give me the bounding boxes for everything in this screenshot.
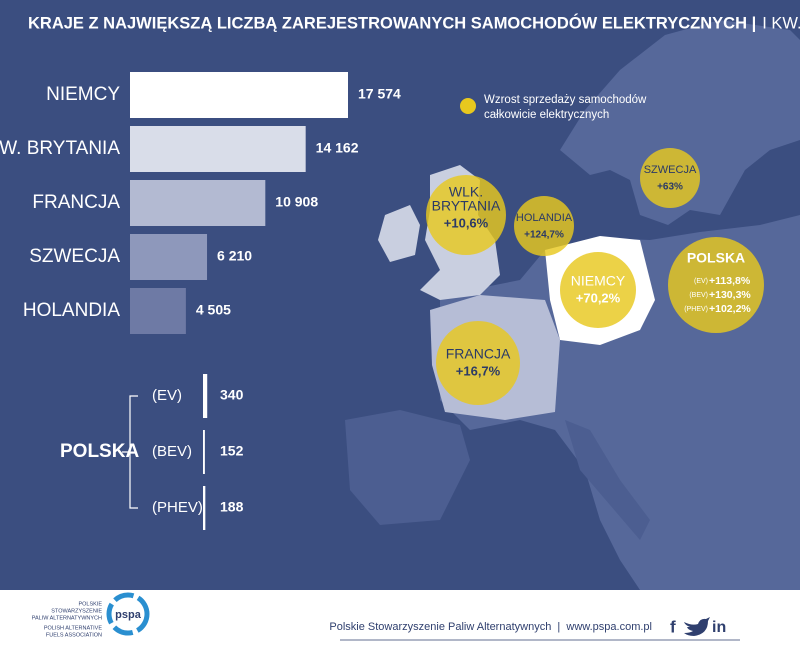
bubble-circle bbox=[426, 175, 506, 255]
value-label: 10 908 bbox=[275, 194, 318, 210]
bubble-name: HOLANDIA bbox=[516, 212, 573, 224]
logo-line: PALIW ALTERNATYWNYCH bbox=[32, 615, 102, 621]
bubble-circle bbox=[514, 196, 574, 256]
scandinavia bbox=[560, 20, 800, 225]
bar bbox=[203, 486, 206, 530]
category-label: SZWECJA bbox=[29, 246, 120, 267]
category-label: (EV) bbox=[152, 387, 182, 404]
legend-text: Wzrost sprzedaży samochodów bbox=[484, 94, 647, 106]
bar bbox=[130, 126, 306, 172]
bar bbox=[130, 180, 266, 226]
bubble-growth: +124,7% bbox=[524, 230, 564, 241]
bar bbox=[130, 288, 186, 334]
bubble-growth: +16,7% bbox=[456, 363, 501, 378]
footer-text: Polskie Stowarzyszenie Paliw Alternatywn… bbox=[329, 621, 652, 633]
bubble-circle bbox=[640, 148, 700, 208]
logo-line: FUELS ASSOCIATION bbox=[46, 632, 102, 638]
social-linkedin: in bbox=[712, 619, 726, 636]
logo-line: POLISH ALTERNATIVE bbox=[44, 625, 103, 631]
logo-ring bbox=[106, 592, 150, 636]
bubble-type: (PHEV) bbox=[684, 306, 708, 313]
bar bbox=[130, 234, 208, 280]
value-label: 17 574 bbox=[358, 86, 401, 102]
iberia bbox=[345, 410, 470, 525]
bubble-growth: +63% bbox=[657, 182, 683, 193]
logo-word: pspa bbox=[115, 609, 142, 621]
category-label: (BEV) bbox=[152, 443, 192, 460]
bar bbox=[203, 430, 205, 474]
bubble-circle bbox=[560, 252, 636, 328]
bubble: POLSKA (EV) +113,8%(BEV) +130,3%(PHEV) +102,… bbox=[668, 237, 764, 333]
bubble-growth: +70,2% bbox=[576, 290, 621, 305]
bracket bbox=[122, 395, 138, 509]
logo-line: POLSKIE bbox=[78, 601, 102, 607]
footer-bg bbox=[0, 590, 800, 654]
ireland bbox=[378, 205, 420, 262]
bubble-name: WLK. bbox=[449, 184, 483, 200]
legend-dot bbox=[460, 98, 476, 114]
bubble-name: NIEMCY bbox=[571, 273, 626, 289]
legend-text: całkowicie elektrycznych bbox=[484, 109, 609, 121]
bubble-circle bbox=[668, 237, 764, 333]
bar bbox=[130, 72, 348, 118]
category-label: FRANCJA bbox=[32, 192, 120, 213]
category-label: (PHEV) bbox=[152, 499, 203, 516]
bar bbox=[203, 374, 208, 418]
value-label: 4 505 bbox=[196, 302, 231, 318]
value-label: 6 210 bbox=[217, 248, 252, 264]
bubble-name: POLSKA bbox=[687, 250, 745, 266]
bubble-type: (BEV) bbox=[689, 292, 708, 299]
bubble: WLK.BRYTANIA+10,6% bbox=[426, 175, 506, 255]
logo-line: STOWARZYSZENIE bbox=[51, 608, 102, 614]
bubble-name: SZWECJA bbox=[644, 164, 697, 176]
italy bbox=[565, 420, 650, 540]
bubble-type: (EV) bbox=[694, 278, 708, 285]
value-label: 14 162 bbox=[316, 140, 359, 156]
bubble: HOLANDIA +124,7% bbox=[514, 196, 574, 256]
chart-title: KRAJE Z NAJWIĘKSZĄ LICZBĄ ZAREJESTROWANY… bbox=[28, 13, 756, 32]
chart-subtitle: I KW. 2018 R. bbox=[762, 14, 800, 32]
social-facebook: f bbox=[670, 617, 676, 636]
bubble: NIEMCY+70,2% bbox=[560, 252, 636, 328]
bubble: FRANCJA+16,7% bbox=[436, 321, 520, 405]
social-twitter bbox=[684, 617, 710, 636]
value-label: 152 bbox=[220, 443, 244, 459]
bubble-growth: +130,3% bbox=[709, 289, 751, 301]
category-label: NIEMCY bbox=[46, 84, 120, 105]
bubble-growth: +10,6% bbox=[444, 215, 489, 230]
bubble-growth: +102,2% bbox=[709, 303, 751, 315]
category-label: W. BRYTANIA bbox=[0, 138, 120, 159]
bubble-circle bbox=[436, 321, 520, 405]
bubble: SZWECJA +63% bbox=[640, 148, 700, 208]
group-label: POLSKA bbox=[60, 441, 139, 462]
bubble-name: FRANCJA bbox=[446, 346, 511, 362]
bubble-name: BRYTANIA bbox=[432, 198, 501, 214]
value-label: 188 bbox=[220, 499, 244, 515]
category-label: HOLANDIA bbox=[23, 300, 120, 321]
value-label: 340 bbox=[220, 387, 244, 403]
bubble-growth: +113,8% bbox=[709, 275, 751, 287]
